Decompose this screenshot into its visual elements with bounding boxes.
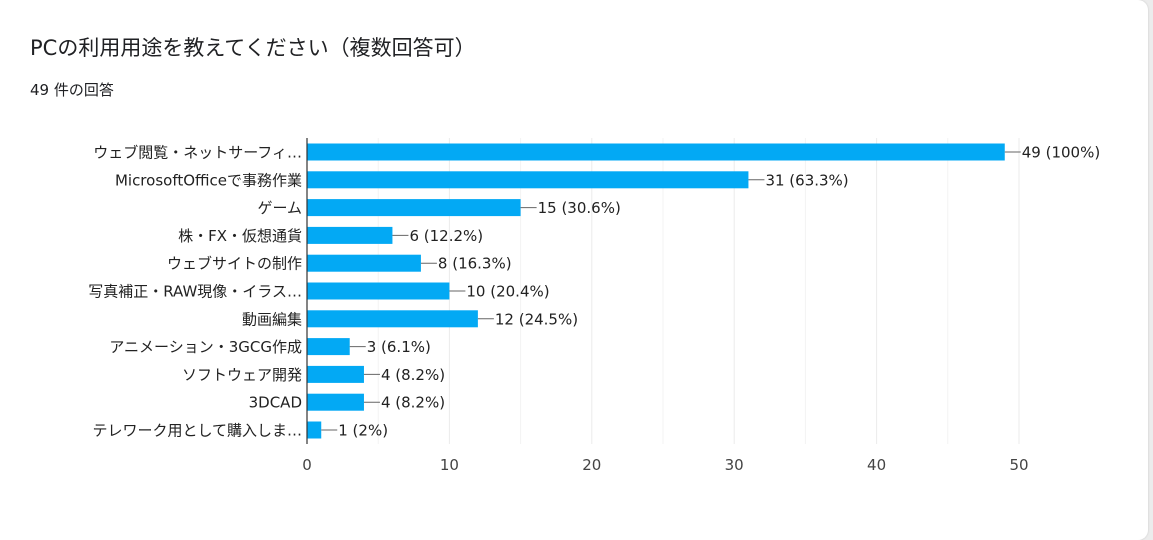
bar[interactable] xyxy=(307,393,364,411)
x-tick-label: 20 xyxy=(582,456,601,474)
x-tick-label: 30 xyxy=(725,456,744,474)
value-label: 8 (16.3%) xyxy=(438,255,512,273)
bar[interactable] xyxy=(307,171,749,189)
bar[interactable] xyxy=(307,310,478,328)
x-tick-label: 50 xyxy=(1009,456,1028,474)
category-label: ゲーム xyxy=(257,199,302,217)
value-label: 15 (30.6%) xyxy=(538,199,621,217)
category-label: MicrosoftOfficeで事務作業 xyxy=(115,171,302,189)
x-tick-label: 40 xyxy=(867,456,886,474)
category-label: 写真補正・RAW現像・イラス… xyxy=(88,283,302,301)
bar[interactable] xyxy=(307,143,1005,161)
response-count: 49 件の回答 xyxy=(30,81,114,99)
category-label: ウェブサイトの制作 xyxy=(167,255,302,273)
category-label: ウェブ閲覧・ネットサーフィ… xyxy=(93,144,302,162)
bar[interactable] xyxy=(307,254,421,272)
value-label: 4 (8.2%) xyxy=(381,394,445,412)
question-title: PCの利用用途を教えてください（複数回答可） xyxy=(30,36,476,60)
value-label: 31 (63.3%) xyxy=(765,171,848,189)
bar[interactable] xyxy=(307,226,393,244)
category-label: テレワーク用として購入しま… xyxy=(92,422,302,440)
value-label: 1 (2%) xyxy=(338,422,388,440)
category-label: 株・FX・仮想通貨 xyxy=(178,227,302,245)
value-label: 6 (12.2%) xyxy=(409,227,483,245)
category-label: 動画編集 xyxy=(242,310,302,328)
x-tick-label: 0 xyxy=(302,456,312,474)
category-label: アニメーション・3GCG作成 xyxy=(109,338,302,356)
x-tick-label: 10 xyxy=(440,456,459,474)
value-label: 49 (100%) xyxy=(1022,144,1100,162)
bar[interactable] xyxy=(307,421,322,439)
bar[interactable] xyxy=(307,199,521,217)
value-label: 10 (20.4%) xyxy=(466,283,549,301)
value-label: 3 (6.1%) xyxy=(367,338,431,356)
bar[interactable] xyxy=(307,365,364,383)
bar[interactable] xyxy=(307,282,450,300)
category-label: ソフトウェア開発 xyxy=(182,366,302,384)
category-label: 3DCAD xyxy=(249,394,302,412)
value-label: 4 (8.2%) xyxy=(381,366,445,384)
bar[interactable] xyxy=(307,338,350,356)
value-label: 12 (24.5%) xyxy=(495,310,578,328)
